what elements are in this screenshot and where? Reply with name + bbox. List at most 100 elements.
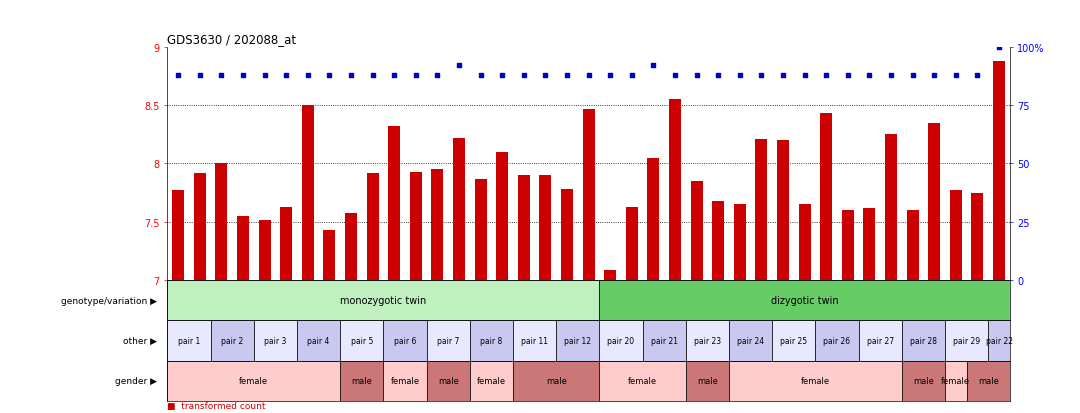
Text: pair 2: pair 2 bbox=[221, 336, 243, 345]
Bar bbox=[729, 320, 772, 361]
Point bbox=[364, 72, 381, 79]
Bar bbox=[238, 216, 249, 281]
Point bbox=[947, 72, 964, 79]
Text: male: male bbox=[437, 376, 459, 385]
Point bbox=[494, 72, 511, 79]
Bar bbox=[729, 361, 902, 401]
Bar bbox=[859, 320, 902, 361]
Bar bbox=[583, 109, 595, 281]
Text: other ▶: other ▶ bbox=[123, 336, 157, 345]
Text: pair 22: pair 22 bbox=[986, 336, 1013, 345]
Bar bbox=[842, 211, 854, 281]
Point bbox=[731, 72, 748, 79]
Point bbox=[688, 72, 705, 79]
Text: genotype/variation ▶: genotype/variation ▶ bbox=[60, 296, 157, 305]
Bar bbox=[556, 320, 599, 361]
Point bbox=[191, 72, 208, 79]
Text: pair 20: pair 20 bbox=[607, 336, 635, 345]
Point bbox=[429, 72, 446, 79]
Bar bbox=[815, 320, 859, 361]
Bar bbox=[410, 172, 421, 281]
Bar bbox=[562, 190, 573, 281]
Bar bbox=[994, 62, 1005, 281]
Point bbox=[515, 72, 532, 79]
Bar bbox=[211, 320, 254, 361]
Bar bbox=[367, 173, 379, 281]
Point bbox=[342, 72, 360, 79]
Bar bbox=[691, 182, 703, 281]
Point bbox=[386, 72, 403, 79]
Bar bbox=[686, 361, 729, 401]
Point bbox=[256, 72, 273, 79]
Point bbox=[796, 72, 813, 79]
Point bbox=[234, 72, 252, 79]
Bar bbox=[297, 320, 340, 361]
Point bbox=[580, 72, 597, 79]
Bar bbox=[643, 320, 686, 361]
Point bbox=[558, 72, 576, 79]
Bar bbox=[945, 361, 967, 401]
Point bbox=[407, 72, 424, 79]
Point bbox=[710, 72, 727, 79]
Text: pair 23: pair 23 bbox=[693, 336, 721, 345]
Text: male: male bbox=[351, 376, 373, 385]
Text: pair 25: pair 25 bbox=[780, 336, 808, 345]
Bar bbox=[902, 320, 945, 361]
Bar bbox=[772, 320, 815, 361]
Text: male: male bbox=[977, 376, 999, 385]
Bar bbox=[454, 138, 465, 281]
Bar bbox=[383, 361, 427, 401]
Text: pair 27: pair 27 bbox=[866, 336, 894, 345]
Text: female: female bbox=[240, 376, 268, 385]
Point bbox=[990, 44, 1008, 51]
Bar bbox=[713, 202, 725, 281]
Bar bbox=[340, 361, 383, 401]
Text: pair 11: pair 11 bbox=[522, 336, 549, 345]
Point bbox=[299, 72, 316, 79]
Point bbox=[472, 72, 489, 79]
Bar bbox=[670, 100, 681, 281]
Text: pair 26: pair 26 bbox=[823, 336, 851, 345]
Point bbox=[666, 72, 684, 79]
Text: male: male bbox=[913, 376, 934, 385]
Text: pair 24: pair 24 bbox=[737, 336, 765, 345]
Point bbox=[818, 72, 835, 79]
Bar bbox=[599, 361, 686, 401]
Bar bbox=[167, 361, 340, 401]
Bar bbox=[470, 320, 513, 361]
Bar bbox=[475, 179, 487, 281]
Text: male: male bbox=[697, 376, 718, 385]
Bar bbox=[254, 320, 297, 361]
Point bbox=[450, 63, 468, 69]
Text: gender ▶: gender ▶ bbox=[114, 376, 157, 385]
Text: pair 6: pair 6 bbox=[394, 336, 416, 345]
Point bbox=[602, 72, 619, 79]
Text: pair 1: pair 1 bbox=[178, 336, 200, 345]
Bar bbox=[902, 361, 945, 401]
Bar bbox=[929, 123, 941, 281]
Bar bbox=[734, 205, 746, 281]
Point bbox=[904, 72, 921, 79]
Text: pair 21: pair 21 bbox=[650, 336, 678, 345]
Bar bbox=[778, 141, 788, 281]
Bar bbox=[972, 193, 984, 281]
Text: female: female bbox=[942, 376, 970, 385]
Point bbox=[753, 72, 770, 79]
Bar bbox=[540, 176, 552, 281]
Text: female: female bbox=[801, 376, 829, 385]
Bar bbox=[216, 164, 228, 281]
Bar bbox=[626, 207, 638, 281]
Text: pair 5: pair 5 bbox=[351, 336, 373, 345]
Text: pair 29: pair 29 bbox=[953, 336, 981, 345]
Text: female: female bbox=[477, 376, 505, 385]
Bar bbox=[605, 270, 617, 281]
Bar bbox=[648, 158, 659, 281]
Bar bbox=[907, 211, 918, 281]
Text: female: female bbox=[629, 376, 657, 385]
Bar bbox=[167, 281, 599, 320]
Text: male: male bbox=[545, 376, 567, 385]
Bar bbox=[383, 320, 427, 361]
Bar bbox=[821, 114, 833, 281]
Text: pair 12: pair 12 bbox=[565, 336, 592, 345]
Text: dizygotic twin: dizygotic twin bbox=[771, 296, 838, 306]
